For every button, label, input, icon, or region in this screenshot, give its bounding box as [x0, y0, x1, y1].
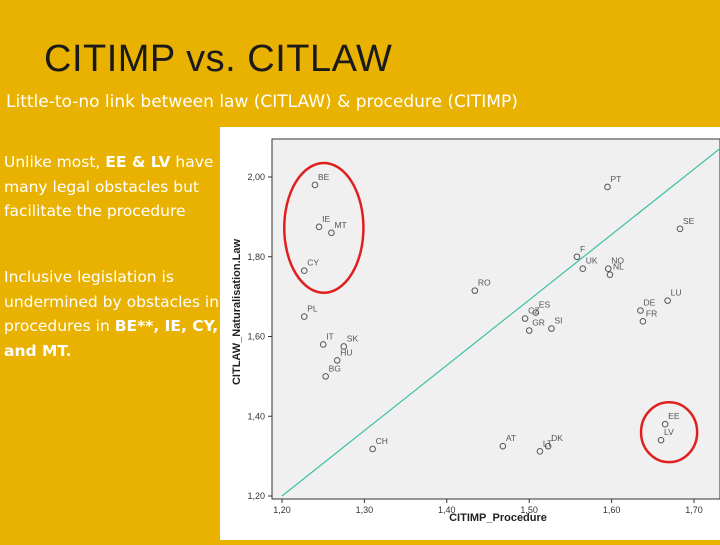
data-point-uk [579, 265, 587, 273]
data-point-mt [328, 229, 335, 237]
data-label-de: DE [643, 298, 655, 308]
data-label-lu: LU [671, 288, 682, 298]
note2-bold: BE**, IE, CY, and MT. [4, 317, 219, 360]
data-point-sk [340, 343, 348, 350]
data-label-it: IT [326, 331, 334, 341]
note-procedure-obstacles: Inclusive legislation is undermined by o… [4, 265, 234, 363]
data-point-de [637, 307, 644, 314]
data-label-cz: CZ [528, 306, 539, 316]
data-label-es: ES [539, 300, 551, 310]
data-point-pt [604, 183, 611, 191]
data-point-pl [300, 313, 308, 320]
data-label-gr: GR [532, 318, 545, 328]
reference-line [281, 147, 720, 497]
slide-subtitle: Little-to-no link between law (CITLAW) &… [6, 92, 518, 112]
data-label-pt: PT [610, 174, 621, 184]
data-label-no: NO [611, 256, 624, 266]
x-tick-label: 1,40 [438, 505, 456, 515]
data-label-f: F [580, 244, 585, 254]
data-point-fr [639, 318, 647, 325]
data-label-mt: MT [334, 220, 346, 230]
y-tick-label: 1,20 [247, 491, 265, 501]
plot-area [271, 138, 720, 500]
data-label-si: SI [554, 316, 562, 326]
x-tick-label: 1,70 [685, 505, 703, 515]
data-point-ee [661, 420, 669, 428]
data-label-dk: DK [551, 433, 563, 443]
data-point-lu [664, 297, 671, 304]
data-point-lv [657, 436, 665, 444]
data-label-se: SE [683, 216, 695, 226]
data-label-cy: CY [307, 258, 319, 268]
data-point-be [311, 181, 319, 189]
note1-prefix: Unlike most, [4, 153, 106, 171]
data-point-cz [521, 315, 529, 322]
data-point-gr [525, 327, 533, 334]
data-label-pl: PL [307, 304, 318, 314]
reference-line-group [281, 147, 720, 497]
x-tick-label: 1,20 [273, 505, 291, 515]
data-point-es [532, 309, 540, 316]
data-point-nl [606, 271, 614, 278]
note1-bold: EE & LV [105, 153, 171, 171]
data-point-it [319, 341, 327, 348]
slide-title: CITIMP vs. CITLAW [44, 38, 393, 80]
data-label-fr: FR [646, 308, 657, 318]
data-point-dk [544, 442, 552, 450]
x-tick-label: 1,30 [356, 505, 374, 515]
highlight-circle-1 [282, 161, 365, 294]
highlight-circle-2 [639, 400, 699, 464]
data-label-bg: BG [329, 363, 341, 373]
data-label-ie: IE [322, 214, 330, 224]
data-label-uk: UK [586, 256, 598, 266]
data-point-no [605, 265, 612, 273]
x-tick-label: 1,60 [603, 505, 621, 515]
y-tick-label: 1,80 [247, 252, 265, 262]
data-label-lv: LV [664, 427, 674, 437]
data-point-f [573, 253, 581, 261]
y-axis-label: CITLAW_Naturalisation.Law [231, 239, 243, 386]
data-label-ee: EE [668, 411, 680, 421]
data-label-ch: CH [376, 436, 388, 446]
x-axis-label: CITIMP_Procedure [449, 512, 547, 524]
scatter-chart: 1,20 1,40 1,60 1,80 2,00 1,20 1,30 1,40 1,50 1,60… [231, 138, 720, 524]
data-label-hu: HU [340, 347, 352, 357]
data-point-ie [315, 223, 323, 231]
data-point-bg [322, 373, 329, 380]
data-label-nl: NL [613, 262, 624, 272]
data-point-ro [471, 287, 479, 294]
data-point-si [548, 325, 555, 332]
data-point-hu [333, 357, 341, 364]
data-label-at: AT [506, 433, 516, 443]
axes: 1,20 1,40 1,60 1,80 2,00 1,20 1,30 1,40 1,50 1,60… [247, 172, 702, 515]
x-tick-label: 1,50 [520, 505, 538, 515]
highlight-circles [282, 161, 699, 464]
data-point-lt [536, 448, 544, 455]
data-label-ro: RO [478, 278, 491, 288]
y-tick-label: 1,40 [247, 411, 265, 421]
note-ee-lv: Unlike most, EE & LV have many legal obs… [4, 150, 234, 224]
y-tick-label: 2,00 [247, 172, 265, 182]
data-point-ch [369, 445, 376, 453]
data-label-sk: SK [347, 333, 359, 343]
scatter-chart-panel: 1,20 1,40 1,60 1,80 2,00 1,20 1,30 1,40 1,50 1,60… [220, 127, 720, 540]
y-tick-label: 1,60 [247, 332, 265, 342]
data-point-se [676, 225, 684, 233]
data-label-be: BE [318, 172, 330, 182]
note1-suffix: have many legal obstacles but facilitate… [4, 153, 214, 220]
note2-prefix: Inclusive legislation is undermined by o… [4, 268, 220, 335]
data-point-cy [300, 267, 308, 275]
data-point-at [499, 442, 507, 450]
